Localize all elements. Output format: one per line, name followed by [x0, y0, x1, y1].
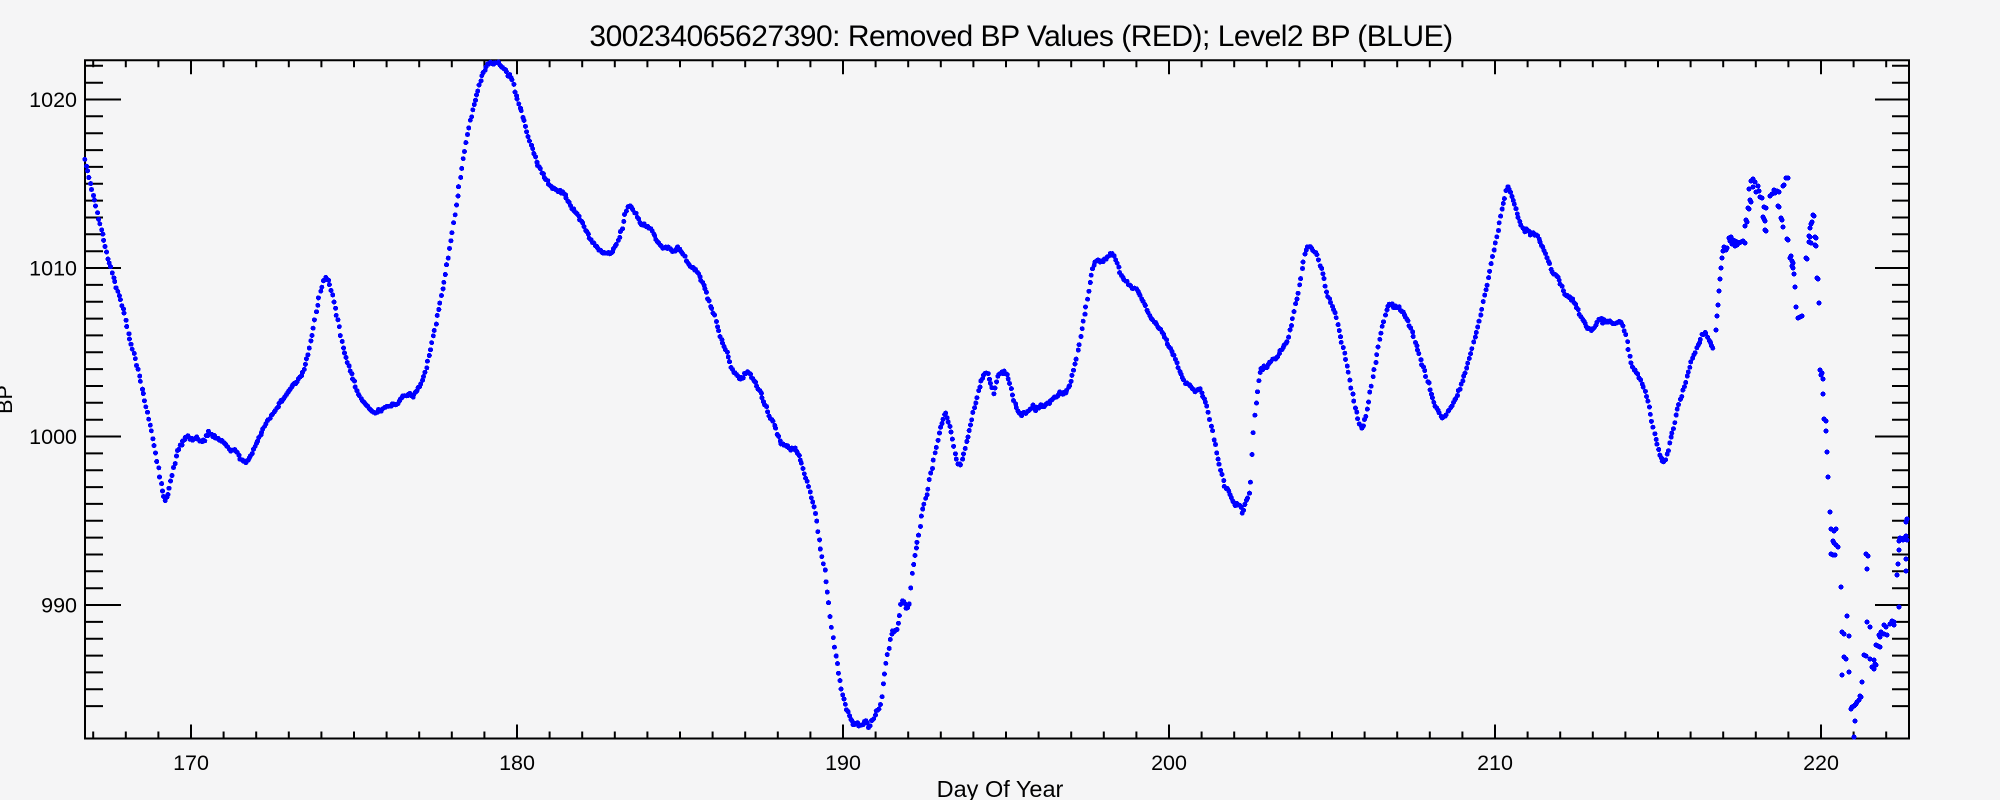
svg-text:210: 210: [1477, 751, 1513, 775]
svg-text:BP: BP: [0, 385, 17, 414]
svg-text:170: 170: [173, 751, 209, 775]
svg-text:1020: 1020: [29, 88, 77, 112]
svg-text:Day Of Year: Day Of Year: [937, 776, 1064, 800]
svg-text:220: 220: [1803, 751, 1839, 775]
svg-text:300234065627390: Removed BP Va: 300234065627390: Removed BP Values (RED)…: [589, 20, 1452, 53]
svg-text:1000: 1000: [29, 425, 77, 449]
svg-text:990: 990: [41, 594, 77, 618]
svg-text:190: 190: [825, 751, 861, 775]
svg-text:180: 180: [499, 751, 535, 775]
svg-text:200: 200: [1151, 751, 1187, 775]
svg-text:1010: 1010: [29, 257, 77, 281]
